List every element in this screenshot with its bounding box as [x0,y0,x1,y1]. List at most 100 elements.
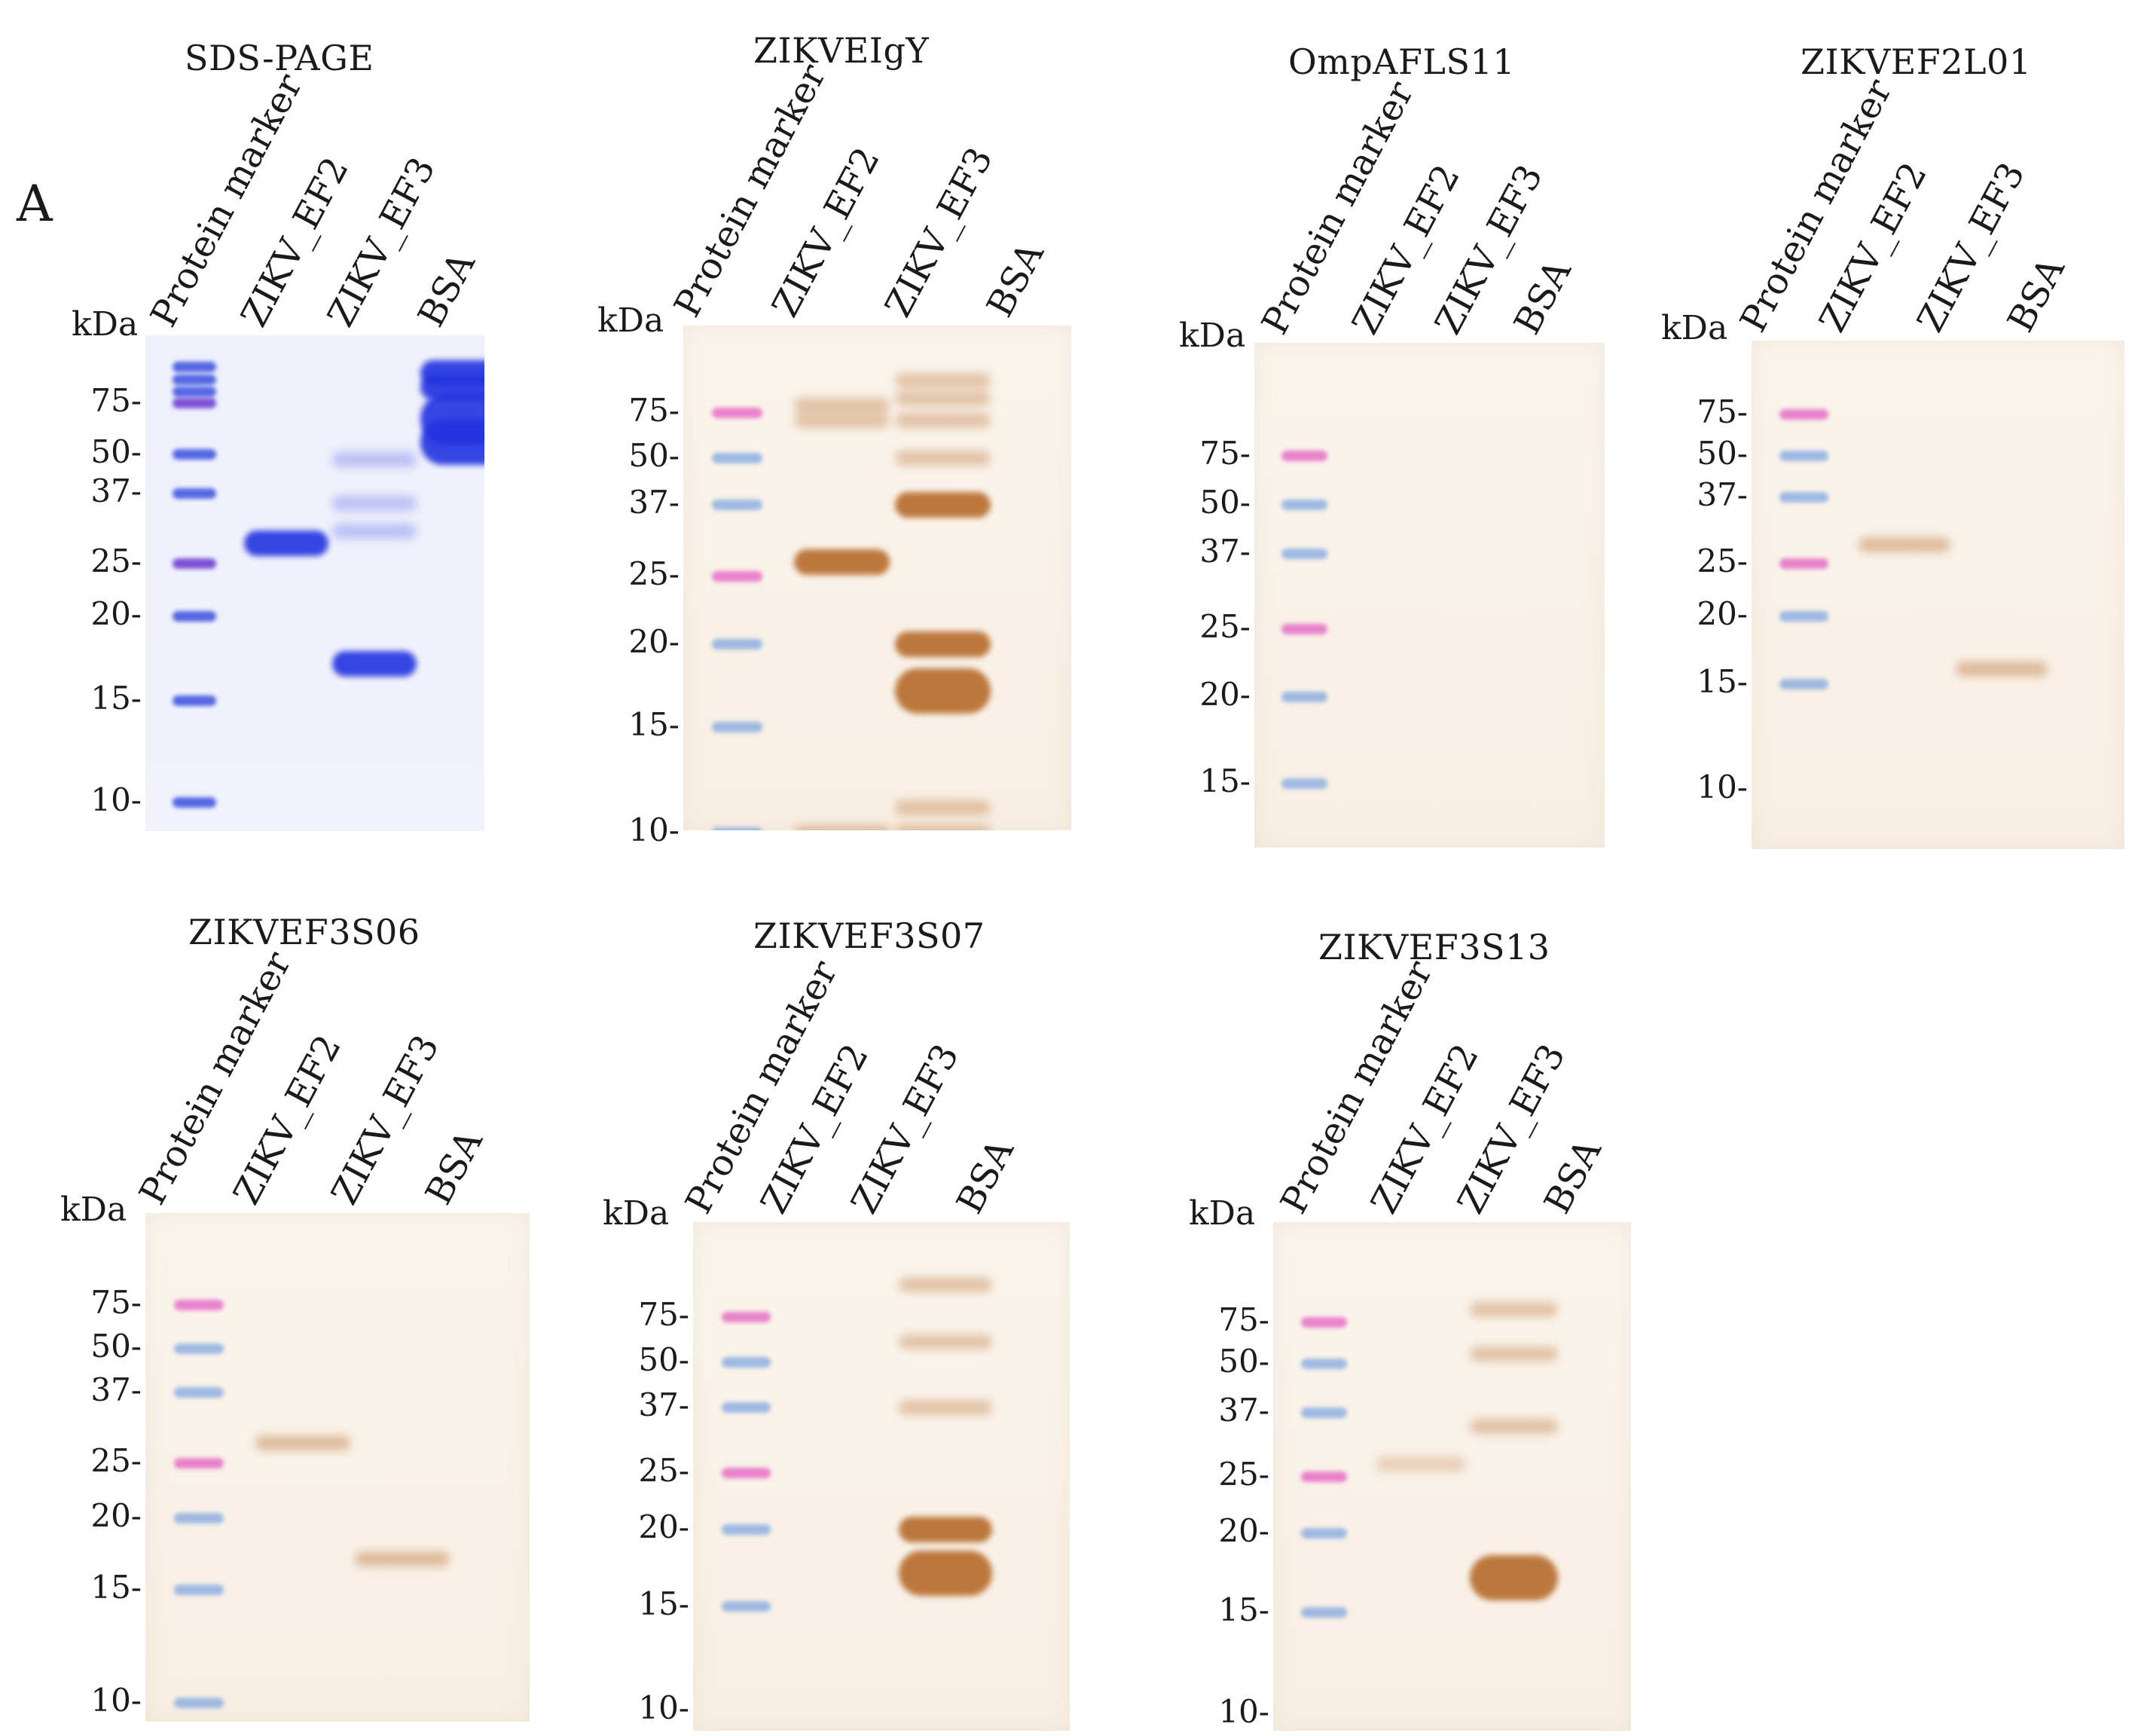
mw-tick-label: 37- [90,1371,142,1408]
band-marker [173,1698,225,1708]
band-marker [172,449,217,460]
mw-tick-label: 37- [1199,533,1251,570]
panel-letter: A [17,175,53,233]
band-ZIKV_EF3 [894,413,991,429]
kda-label: kDa [1661,309,1728,347]
band-marker [1300,1407,1348,1418]
mw-tick-label: 10- [1697,769,1748,805]
mw-tick-label: 15- [638,1585,689,1622]
band-marker [712,500,762,510]
mw-tick-label: 20- [628,623,680,660]
band-marker [173,1343,225,1354]
mw-tick-label: 20- [1199,676,1251,713]
mw-tick-label: 75- [1697,393,1748,430]
mw-tick-label: 20- [90,1497,142,1534]
band-marker [721,1524,771,1535]
mw-tick-label: 20- [1697,595,1748,632]
mw-tick-label: 15- [1199,763,1251,799]
western-blot-membrane [1273,1222,1631,1731]
lane-label: BSA [410,245,484,334]
band-ZIKV_EF2 [793,398,890,414]
band-marker [1300,1472,1348,1482]
band-ZIKV_EF2 [1859,536,1951,552]
kda-label: kDa [60,1190,127,1229]
band-ZIKV_EF3 [332,523,417,539]
band-marker [1281,500,1327,510]
band-marker [1300,1607,1348,1618]
panel-title: SDS-PAGE [185,38,374,78]
band-marker [721,1402,771,1413]
band-marker [721,1312,771,1322]
mw-tick-label: 50- [628,437,680,474]
band-marker [1281,549,1327,559]
mw-tick-label: 25- [90,542,142,579]
band-ZIKV_EF3 [1469,1419,1559,1435]
band-marker [1779,409,1828,420]
mw-tick-label: 75- [638,1296,689,1333]
mw-tick-label: 25- [628,555,680,592]
band-marker [172,797,217,808]
band-marker [1779,558,1828,569]
band-marker [173,1585,225,1595]
mw-tick-label: 50- [638,1341,689,1378]
band-ZIKV_EF3 [894,391,991,407]
mw-tick-label: 20- [90,595,142,632]
band-ZIKV_EF3 [332,452,417,468]
band-ZIKV_EF3 [899,1517,992,1542]
band-marker [173,1458,225,1469]
mw-tick-label: 10- [1218,1693,1269,1730]
kda-label: kDa [597,301,664,340]
mw-tick-label: 15- [90,1569,142,1606]
mw-tick-label: 25- [1218,1456,1269,1493]
band-marker [712,571,762,582]
band-ZIKV_EF3 [332,496,417,512]
western-blot-membrane [145,1213,530,1722]
western-blot-membrane [1254,343,1605,848]
band-marker [1779,611,1828,622]
lane-label: BSA [1999,250,2073,339]
sds-page-gel [145,335,484,831]
band-marker [1281,778,1327,789]
band-ZIKV_EF3 [899,1550,992,1596]
mw-tick-label: 20- [638,1508,689,1545]
band-marker [721,1357,771,1368]
lane-label: BSA [979,235,1052,324]
band-BSA [420,420,484,466]
band-marker [721,1468,771,1478]
band-ZIKV_EF2 [255,1435,350,1450]
band-marker [172,611,217,622]
mw-tick-label: 37- [638,1386,689,1423]
band-marker [712,639,762,649]
mw-tick-label: 37- [628,484,680,521]
lane-label: BSA [417,1123,491,1212]
mw-tick-label: 75- [1218,1301,1269,1338]
mw-tick-label: 15- [1218,1591,1269,1628]
mw-tick-label: 25- [638,1452,689,1489]
band-marker [1281,692,1327,702]
band-marker [172,558,217,569]
mw-tick-label: 15- [1697,663,1748,700]
panel-title: OmpAFLS11 [1288,41,1516,82]
band-ZIKV_EF3 [894,631,991,657]
band-marker [172,387,217,398]
lane-label: BSA [1536,1132,1610,1221]
mw-tick-label: 37- [90,472,142,509]
band-ZIKV_EF3 [1955,661,2048,677]
band-marker [1281,451,1327,461]
band-marker [1779,492,1828,503]
mw-tick-label: 75- [1199,435,1251,472]
band-marker [173,1300,225,1310]
western-blot-membrane [1752,341,2124,849]
band-ZIKV_EF2 [1376,1456,1465,1472]
panel-title: ZIKVEF3S07 [753,915,985,956]
band-ZIKV_EF3 [1469,1302,1559,1318]
mw-tick-label: 37- [1697,476,1748,513]
band-marker [721,1601,771,1612]
lane-label: ZIKV_EF3 [877,140,1001,324]
band-ZIKV_EF2 [244,530,328,557]
band-ZIKV_EF3 [899,1277,992,1293]
band-marker [712,722,762,732]
mw-tick-label: 10- [638,1689,689,1726]
band-marker [173,1387,225,1398]
band-ZIKV_EF3 [355,1551,451,1566]
